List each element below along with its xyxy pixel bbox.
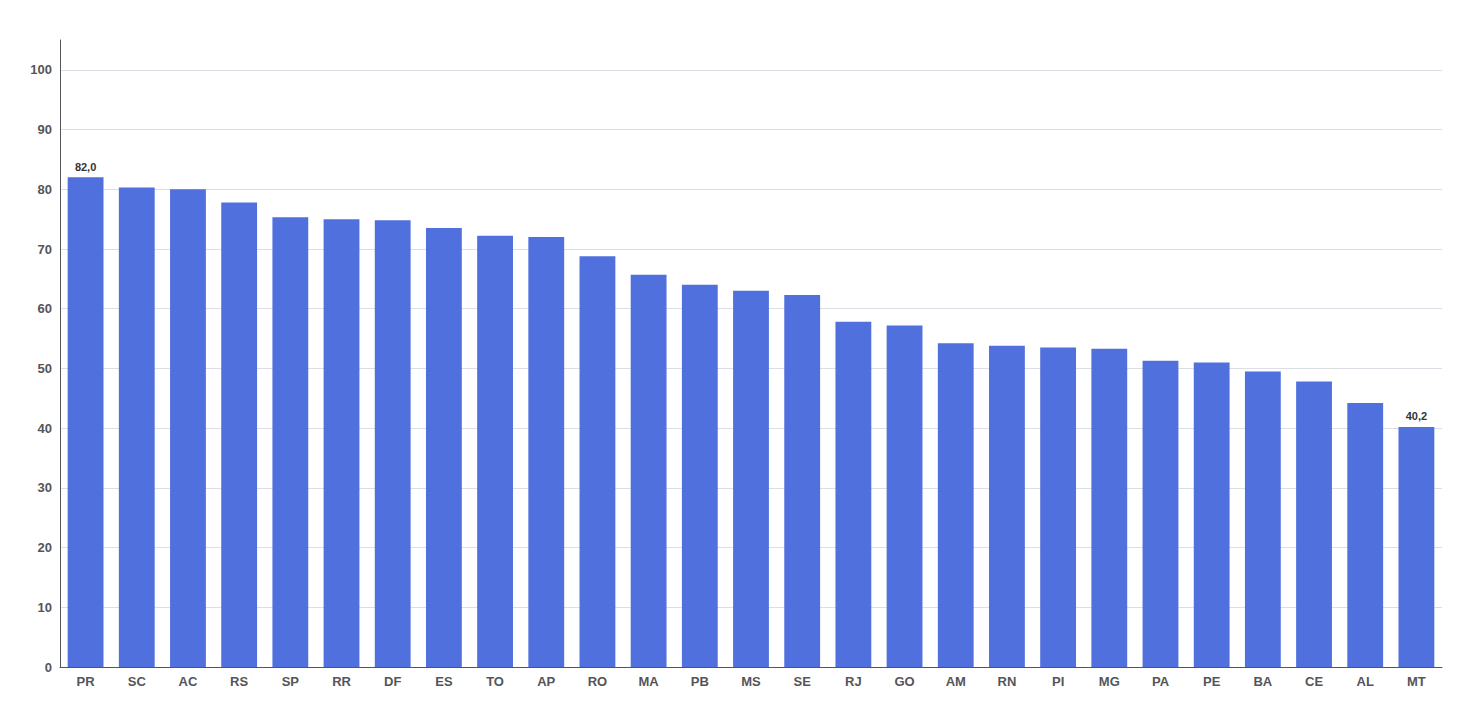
svg-text:AL: AL — [1357, 674, 1374, 689]
svg-text:BA: BA — [1253, 674, 1272, 689]
svg-text:AC: AC — [179, 674, 198, 689]
svg-text:PB: PB — [691, 674, 709, 689]
svg-text:PR: PR — [77, 674, 96, 689]
svg-text:SP: SP — [282, 674, 300, 689]
svg-text:RS: RS — [230, 674, 248, 689]
svg-text:90: 90 — [38, 122, 52, 137]
svg-text:SE: SE — [794, 674, 812, 689]
svg-text:MS: MS — [741, 674, 761, 689]
svg-text:PI: PI — [1052, 674, 1064, 689]
svg-text:40: 40 — [38, 421, 52, 436]
svg-text:RR: RR — [332, 674, 351, 689]
svg-text:0: 0 — [45, 660, 52, 675]
svg-text:CE: CE — [1305, 674, 1323, 689]
svg-text:MA: MA — [639, 674, 660, 689]
svg-text:82,0: 82,0 — [75, 161, 96, 173]
svg-text:60: 60 — [38, 301, 52, 316]
svg-text:10: 10 — [38, 600, 52, 615]
svg-text:20: 20 — [38, 540, 52, 555]
svg-text:RJ: RJ — [845, 674, 862, 689]
svg-text:AP: AP — [537, 674, 555, 689]
svg-text:30: 30 — [38, 480, 52, 495]
svg-text:MG: MG — [1099, 674, 1120, 689]
svg-text:ES: ES — [435, 674, 453, 689]
svg-text:SC: SC — [128, 674, 147, 689]
svg-text:DF: DF — [384, 674, 401, 689]
svg-text:PE: PE — [1203, 674, 1221, 689]
svg-text:MT: MT — [1407, 674, 1426, 689]
svg-text:50: 50 — [38, 361, 52, 376]
svg-text:GO: GO — [894, 674, 914, 689]
svg-text:RN: RN — [998, 674, 1017, 689]
svg-text:TO: TO — [486, 674, 504, 689]
svg-text:RO: RO — [588, 674, 608, 689]
svg-text:70: 70 — [38, 242, 52, 257]
svg-text:80: 80 — [38, 182, 52, 197]
svg-text:100: 100 — [30, 62, 52, 77]
svg-text:AM: AM — [946, 674, 966, 689]
svg-text:40,2: 40,2 — [1406, 410, 1427, 422]
svg-text:PA: PA — [1152, 674, 1170, 689]
